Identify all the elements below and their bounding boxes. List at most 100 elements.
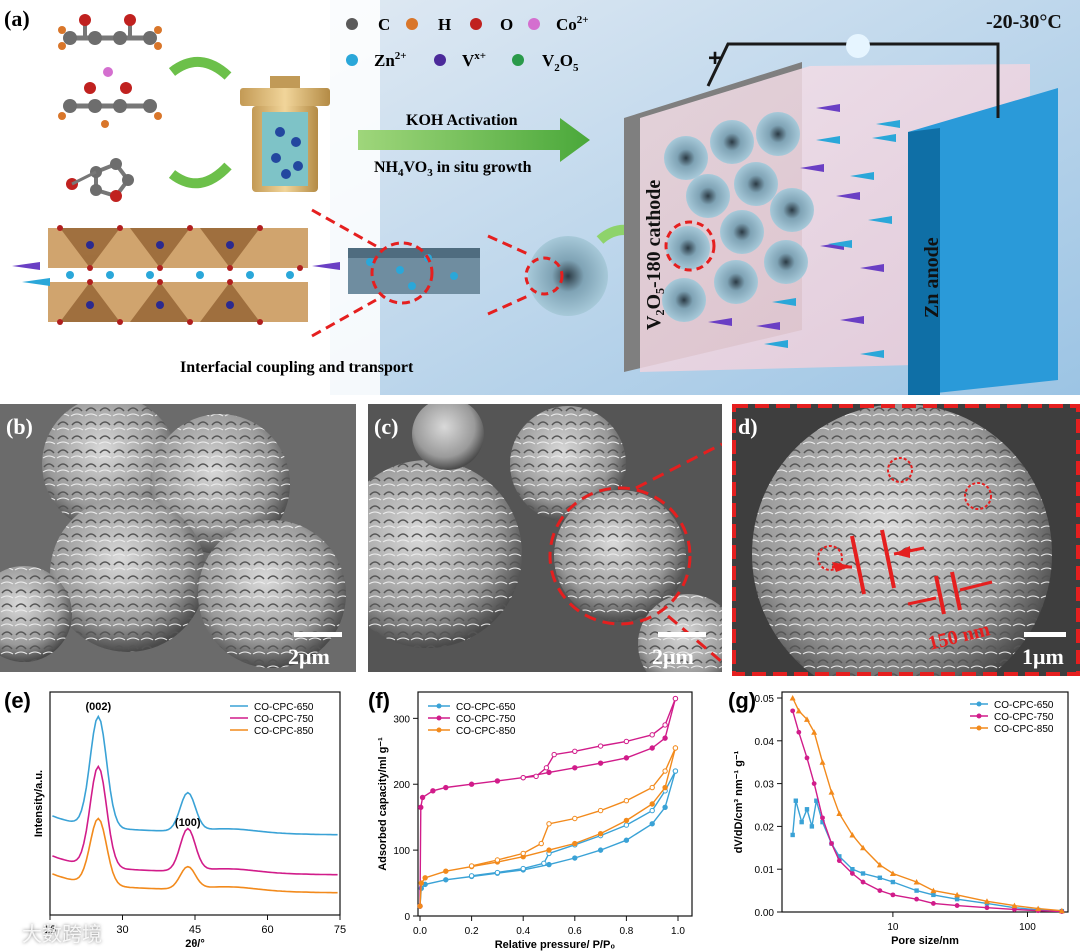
y-tick-label-g: 0.02: [755, 822, 775, 833]
data-point-f: [572, 748, 578, 754]
x-axis-title-f: Relative pressure/ P/P₀: [495, 939, 616, 951]
series-line-e: [52, 764, 338, 876]
data-point-f: [538, 840, 544, 847]
data-point-g: [890, 879, 896, 885]
anode-label: Zn anode: [921, 237, 943, 318]
data-point-f: [546, 861, 552, 868]
svg-text:O: O: [500, 15, 513, 34]
scale-bar-b: [294, 632, 342, 637]
plot-frame-f: [417, 691, 693, 917]
legend-label-f: CO-CPC-750: [456, 714, 516, 725]
y-tick-label-g: 0.05: [755, 694, 775, 705]
data-point-g: [877, 888, 883, 893]
x-tick-label-g: 100: [1019, 922, 1036, 933]
data-point-g: [819, 759, 826, 765]
data-point-f: [649, 821, 655, 827]
layered-structure: [12, 225, 340, 325]
data-point-g: [914, 888, 919, 893]
data-point-f: [649, 784, 655, 791]
battery-diagram: + V₂O₅-180 cathode Zn anode: [624, 34, 1058, 395]
process-step-2: NH4VO3 in situ growth: [374, 159, 532, 179]
data-point-g: [796, 729, 802, 735]
data-point-g: [914, 896, 919, 902]
y-tick-label-g: 0.01: [755, 865, 775, 876]
x-tick-label-f: 0.0: [413, 926, 427, 937]
data-point-f: [468, 873, 475, 879]
data-point-g: [789, 695, 796, 701]
legend-marker-f: [436, 727, 442, 733]
legend-label-f: CO-CPC-850: [456, 726, 516, 737]
data-point-f: [533, 773, 539, 780]
series-line-f: [419, 770, 677, 907]
data-point-g: [984, 905, 990, 911]
zoom-frame: [732, 404, 1080, 676]
molecule-3: [66, 158, 134, 202]
x-axis-title-e: 2θ/°: [185, 938, 205, 950]
data-point-g: [809, 824, 815, 829]
x-tick-label-g: 10: [887, 922, 899, 933]
data-point-f: [546, 769, 552, 776]
data-point-f: [551, 751, 557, 758]
data-point-g: [860, 844, 867, 851]
y-axis-title-f: Adsorbed capacity/ml g⁻¹: [377, 737, 389, 871]
x-tick-label-f: 0.4: [516, 926, 530, 937]
data-point-g: [1058, 907, 1065, 914]
pore-size-chart: (g) 10 100 0.00 0.01 0.02 0.03 0.04 0.05 Pore siz…: [728, 688, 1069, 947]
data-point-g: [849, 831, 856, 838]
data-point-g: [876, 861, 883, 868]
watermark: 大数跨境: [22, 922, 102, 946]
data-point-g: [811, 781, 817, 786]
series-line-g: [792, 710, 1062, 913]
svg-text:Vx+: Vx+: [462, 50, 486, 70]
data-point-f: [597, 847, 604, 853]
data-point-f: [422, 875, 428, 881]
svg-text:Zn2+: Zn2+: [374, 50, 407, 70]
scale-text-b: 2μm: [288, 644, 330, 669]
x-tick-label-e: 75: [334, 924, 346, 936]
data-point-f: [649, 745, 655, 751]
data-point-g: [954, 903, 960, 908]
data-point-f: [468, 781, 475, 787]
data-point-f: [623, 837, 630, 843]
panel-e-label: (e): [4, 688, 31, 713]
data-point-f: [623, 798, 630, 804]
data-point-g: [983, 898, 990, 904]
data-point-g: [877, 875, 883, 880]
data-point-f: [572, 815, 578, 822]
autoclave-icon: [240, 76, 330, 192]
data-point-g: [836, 858, 842, 864]
data-point-f: [597, 807, 604, 814]
x-tick-label-f: 0.8: [619, 926, 633, 937]
x-tick-label-e: 30: [116, 924, 128, 936]
data-point-f: [662, 784, 668, 791]
legend-marker-g: [976, 713, 982, 719]
data-point-f: [419, 794, 426, 801]
data-point-f: [649, 732, 655, 738]
x-tick-label-e: 60: [261, 924, 273, 936]
data-point-g: [811, 729, 818, 735]
series-line-f: [419, 747, 677, 907]
svg-text:C: C: [378, 15, 390, 34]
scale-text-c: 2μm: [652, 644, 694, 669]
molecule-2: [58, 82, 162, 128]
molecule-1: [58, 14, 162, 50]
data-point-f: [572, 840, 578, 847]
panel-a: (a): [0, 0, 1080, 395]
plus-sign: +: [708, 45, 722, 72]
curved-arrow-top: [168, 56, 232, 80]
legend-marker-f: [436, 703, 442, 709]
data-point-f: [541, 860, 547, 866]
svg-text:H: H: [438, 15, 451, 34]
panel-d-label: d): [738, 414, 758, 439]
data-point-f: [649, 807, 655, 814]
legend-label-e: CO-CPC-750: [254, 714, 314, 725]
data-point-f: [597, 830, 604, 837]
data-point-g: [931, 901, 936, 906]
atom-legend: C H O Co2+ Zn2+ Vx+ V2O5: [346, 14, 589, 74]
y-tick-label-g: 0.04: [755, 737, 775, 748]
panel-g: (g) 10 100 0.00 0.01 0.02 0.03 0.04 0.05 Pore siz…: [722, 680, 1080, 952]
data-point-g: [890, 892, 896, 898]
panel-b: (b) 2μm: [0, 404, 356, 672]
legend-marker-f: [436, 715, 442, 721]
data-point-f: [672, 768, 679, 774]
